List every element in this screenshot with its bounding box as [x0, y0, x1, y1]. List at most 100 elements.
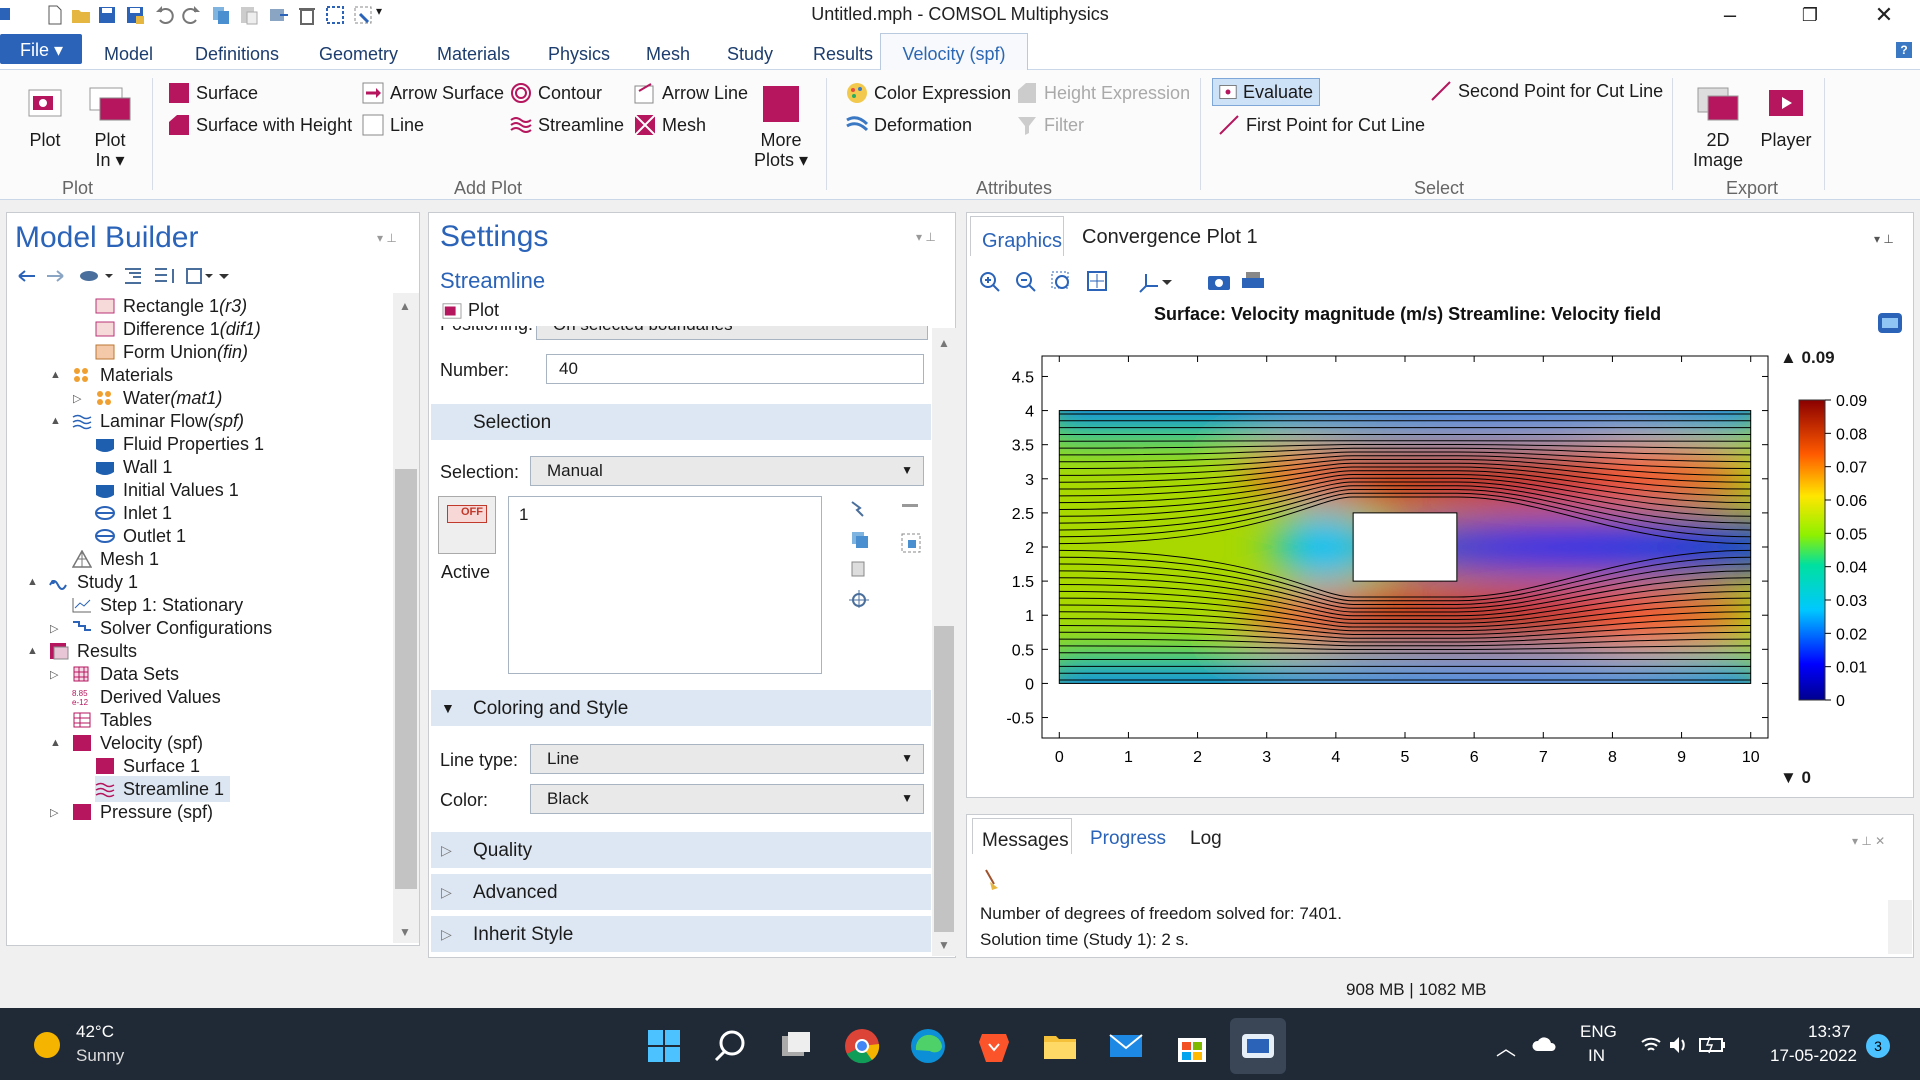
arrow-line-button[interactable]: Arrow Line — [634, 82, 748, 104]
select-all-icon[interactable] — [324, 4, 346, 26]
clock-time[interactable]: 13:37 — [1808, 1022, 1851, 1041]
edge-icon[interactable] — [908, 1026, 948, 1066]
active-toggle[interactable]: OFF — [438, 496, 496, 554]
collapse-icon[interactable]: ▲ — [50, 415, 61, 427]
start-windows-icon[interactable] — [644, 1026, 684, 1066]
new-file-icon[interactable] — [44, 4, 66, 26]
panel-menu-icon[interactable]: ▾ ⊥ — [1874, 232, 1894, 246]
duplicate-icon[interactable] — [268, 4, 290, 26]
tree-item[interactable]: ▲ Study 1 — [27, 569, 138, 595]
tree-item[interactable]: Fluid Properties 1 — [95, 431, 264, 457]
weather-temperature[interactable]: 42°C — [76, 1022, 114, 1041]
tree-item[interactable]: Form Union (fin) — [95, 339, 248, 365]
chrome-icon[interactable] — [842, 1026, 882, 1066]
contour-button[interactable]: Contour — [510, 82, 602, 104]
tab-messages[interactable]: Messages — [982, 830, 1069, 851]
onedrive-cloud-icon[interactable] — [1532, 1034, 1558, 1054]
system-tray-icons[interactable] — [1640, 1034, 1730, 1056]
task-view-icon[interactable] — [776, 1026, 816, 1066]
copy-icon[interactable] — [210, 4, 232, 26]
tree-item[interactable]: Inlet 1 — [95, 500, 172, 526]
clear-broom-icon[interactable] — [982, 868, 1002, 892]
deformation-button[interactable]: Deformation — [846, 114, 972, 136]
tab-results[interactable]: Results — [813, 44, 874, 64]
weather-sun-icon[interactable] — [32, 1030, 62, 1060]
plot-settings-button[interactable]: Plot — [442, 300, 499, 321]
plot-in-button[interactable]: Plot In ▾ — [82, 86, 138, 170]
tree-item[interactable]: ▷ Data Sets — [50, 661, 179, 687]
positioning-select[interactable]: On selected boundaries — [536, 326, 928, 340]
player-button[interactable]: Player — [1758, 86, 1814, 150]
tab-definitions[interactable]: Definitions — [195, 44, 280, 64]
help-icon[interactable]: ? — [1896, 42, 1912, 58]
tree-item[interactable]: Initial Values 1 — [95, 477, 239, 503]
scroll-down-icon[interactable]: ▼ — [399, 925, 411, 939]
show-hidden-icons-icon[interactable]: ︿ — [1496, 1038, 1516, 1060]
selection-select[interactable]: Manual ▼ — [530, 456, 924, 486]
collapse-icon[interactable]: ▲ — [27, 576, 38, 588]
line-type-select[interactable]: Line ▼ — [530, 744, 924, 774]
undo-icon[interactable] — [154, 4, 176, 26]
mesh-plot-button[interactable]: Mesh — [634, 114, 706, 136]
tree-item[interactable]: ▷ Water (mat1) — [73, 385, 222, 411]
tree-item[interactable]: ▲ Results — [27, 638, 137, 664]
color-expression-button[interactable]: Color Expression — [846, 82, 1011, 104]
inherit-style-section-header[interactable]: ▷ Inherit Style — [431, 916, 931, 952]
language-indicator[interactable]: ENG — [1580, 1022, 1617, 1041]
tab-geometry[interactable]: Geometry — [319, 44, 399, 64]
file-explorer-icon[interactable] — [1040, 1026, 1080, 1066]
first-point-cut-line-button[interactable]: First Point for Cut Line — [1218, 114, 1425, 136]
tree-item[interactable]: Wall 1 — [95, 454, 172, 480]
tree-item[interactable]: Mesh 1 — [72, 546, 159, 572]
tree-item[interactable]: 8.85 e-12 Derived Values — [72, 684, 221, 710]
image-2d-button[interactable]: 2D Image — [1690, 86, 1746, 170]
tree-item[interactable]: ▷ Solver Configurations — [50, 615, 272, 641]
zoom-in-icon[interactable] — [980, 272, 1000, 292]
expand-icon[interactable]: ▷ — [50, 668, 59, 681]
close-icon[interactable]: ✕ — [1874, 2, 1894, 27]
maximize-icon[interactable]: ❐ — [1801, 5, 1819, 25]
tab-convergence-plot[interactable]: Convergence Plot 1 — [1082, 226, 1258, 248]
surface-button[interactable]: Surface — [168, 82, 258, 104]
panel-menu-icon[interactable]: ▾ ⊥ — [916, 230, 936, 244]
zoom-to-selection-icon[interactable] — [900, 532, 922, 554]
quality-section-header[interactable]: ▷ Quality — [431, 832, 931, 868]
tab-model[interactable]: Model — [104, 44, 154, 64]
second-point-cut-line-button[interactable]: Second Point for Cut Line — [1430, 80, 1663, 102]
brave-icon[interactable] — [974, 1026, 1014, 1066]
minimize-icon[interactable]: – — [1723, 2, 1737, 27]
notification-badge[interactable]: 3 — [1866, 1034, 1890, 1058]
open-folder-icon[interactable] — [70, 4, 92, 26]
line-button[interactable]: Line — [362, 114, 424, 136]
tree-item[interactable]: Streamline 1 — [95, 776, 231, 802]
tree-item[interactable]: Step 1: Stationary — [72, 592, 243, 618]
comsol-icon[interactable] — [1238, 1026, 1278, 1066]
delete-icon[interactable] — [296, 4, 318, 26]
collapse-icon[interactable]: ▲ — [50, 737, 61, 749]
zoom-extents-icon[interactable] — [1087, 271, 1107, 291]
plot-button[interactable]: Plot — [20, 86, 70, 150]
selection-list-item[interactable]: 1 — [519, 505, 529, 524]
scroll-up-icon[interactable]: ▲ — [938, 336, 950, 350]
build-all-icon[interactable] — [352, 4, 374, 26]
scroll-down-icon[interactable]: ▼ — [938, 938, 950, 952]
search-icon[interactable] — [710, 1026, 750, 1066]
camera-icon[interactable] — [1208, 276, 1230, 290]
filter-button[interactable]: Filter — [1016, 114, 1084, 136]
zoom-out-icon[interactable] — [1016, 272, 1036, 292]
evaluate-button[interactable]: Evaluate — [1212, 78, 1321, 106]
streamline-button[interactable]: Streamline — [510, 114, 624, 136]
scroll-up-icon[interactable]: ▲ — [399, 299, 411, 313]
color-select[interactable]: Black ▼ — [530, 784, 924, 814]
panel-menu-icon[interactable]: ▾ ⊥ — [377, 231, 397, 245]
tree-item[interactable]: ▷ Pressure (spf) — [50, 799, 213, 825]
tab-velocity-spf[interactable]: Velocity (spf) — [880, 33, 1028, 71]
save-icon[interactable] — [96, 4, 118, 26]
tab-mesh[interactable]: Mesh — [646, 44, 691, 64]
selection-list[interactable]: 1 — [508, 496, 822, 674]
expand-icon[interactable]: ▷ — [50, 806, 59, 819]
mail-icon[interactable] — [1106, 1026, 1146, 1066]
tree-item[interactable]: Rectangle 1 (r3) — [95, 293, 247, 319]
tab-log[interactable]: Log — [1190, 828, 1222, 849]
advanced-section-header[interactable]: ▷ Advanced — [431, 874, 931, 910]
